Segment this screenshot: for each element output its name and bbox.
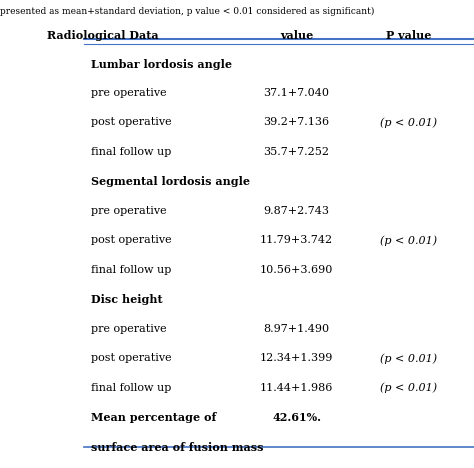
Text: Segmental lordosis angle: Segmental lordosis angle bbox=[91, 176, 250, 188]
Text: Lumbar lordosis angle: Lumbar lordosis angle bbox=[91, 58, 232, 70]
Text: final follow up: final follow up bbox=[91, 147, 172, 157]
Text: 9.87+2.743: 9.87+2.743 bbox=[264, 206, 329, 216]
Text: post operative: post operative bbox=[91, 235, 172, 245]
Text: 39.2+7.136: 39.2+7.136 bbox=[264, 117, 329, 127]
Text: 37.1+7.040: 37.1+7.040 bbox=[264, 88, 329, 98]
Text: 10.56+3.690: 10.56+3.690 bbox=[260, 265, 333, 275]
Text: Radiological Data: Radiological Data bbox=[47, 30, 158, 42]
Text: (p < 0.01): (p < 0.01) bbox=[380, 383, 437, 394]
Text: 42.61%.: 42.61%. bbox=[272, 412, 321, 424]
Text: 8.97+1.490: 8.97+1.490 bbox=[264, 324, 329, 334]
Text: Mean percentage of: Mean percentage of bbox=[91, 412, 216, 424]
Text: surface area of fusion mass: surface area of fusion mass bbox=[91, 442, 264, 453]
Text: P value: P value bbox=[386, 30, 431, 42]
Text: final follow up: final follow up bbox=[91, 265, 172, 275]
Text: value: value bbox=[280, 30, 313, 42]
Text: (p < 0.01): (p < 0.01) bbox=[380, 353, 437, 364]
Text: 11.79+3.742: 11.79+3.742 bbox=[260, 235, 333, 245]
Text: (p < 0.01): (p < 0.01) bbox=[380, 117, 437, 128]
Text: pre operative: pre operative bbox=[91, 88, 167, 98]
Text: pre operative: pre operative bbox=[91, 206, 167, 216]
Text: 11.44+1.986: 11.44+1.986 bbox=[260, 383, 333, 393]
Text: (p < 0.01): (p < 0.01) bbox=[380, 235, 437, 246]
Text: Disc height: Disc height bbox=[91, 294, 163, 306]
Text: post operative: post operative bbox=[91, 353, 172, 363]
Text: 12.34+1.399: 12.34+1.399 bbox=[260, 353, 333, 363]
Text: presented as mean+standard deviation, p value < 0.01 considered as significant): presented as mean+standard deviation, p … bbox=[0, 7, 374, 16]
Text: pre operative: pre operative bbox=[91, 324, 167, 334]
Text: final follow up: final follow up bbox=[91, 383, 172, 393]
Text: post operative: post operative bbox=[91, 117, 172, 127]
Text: 35.7+7.252: 35.7+7.252 bbox=[264, 147, 329, 157]
